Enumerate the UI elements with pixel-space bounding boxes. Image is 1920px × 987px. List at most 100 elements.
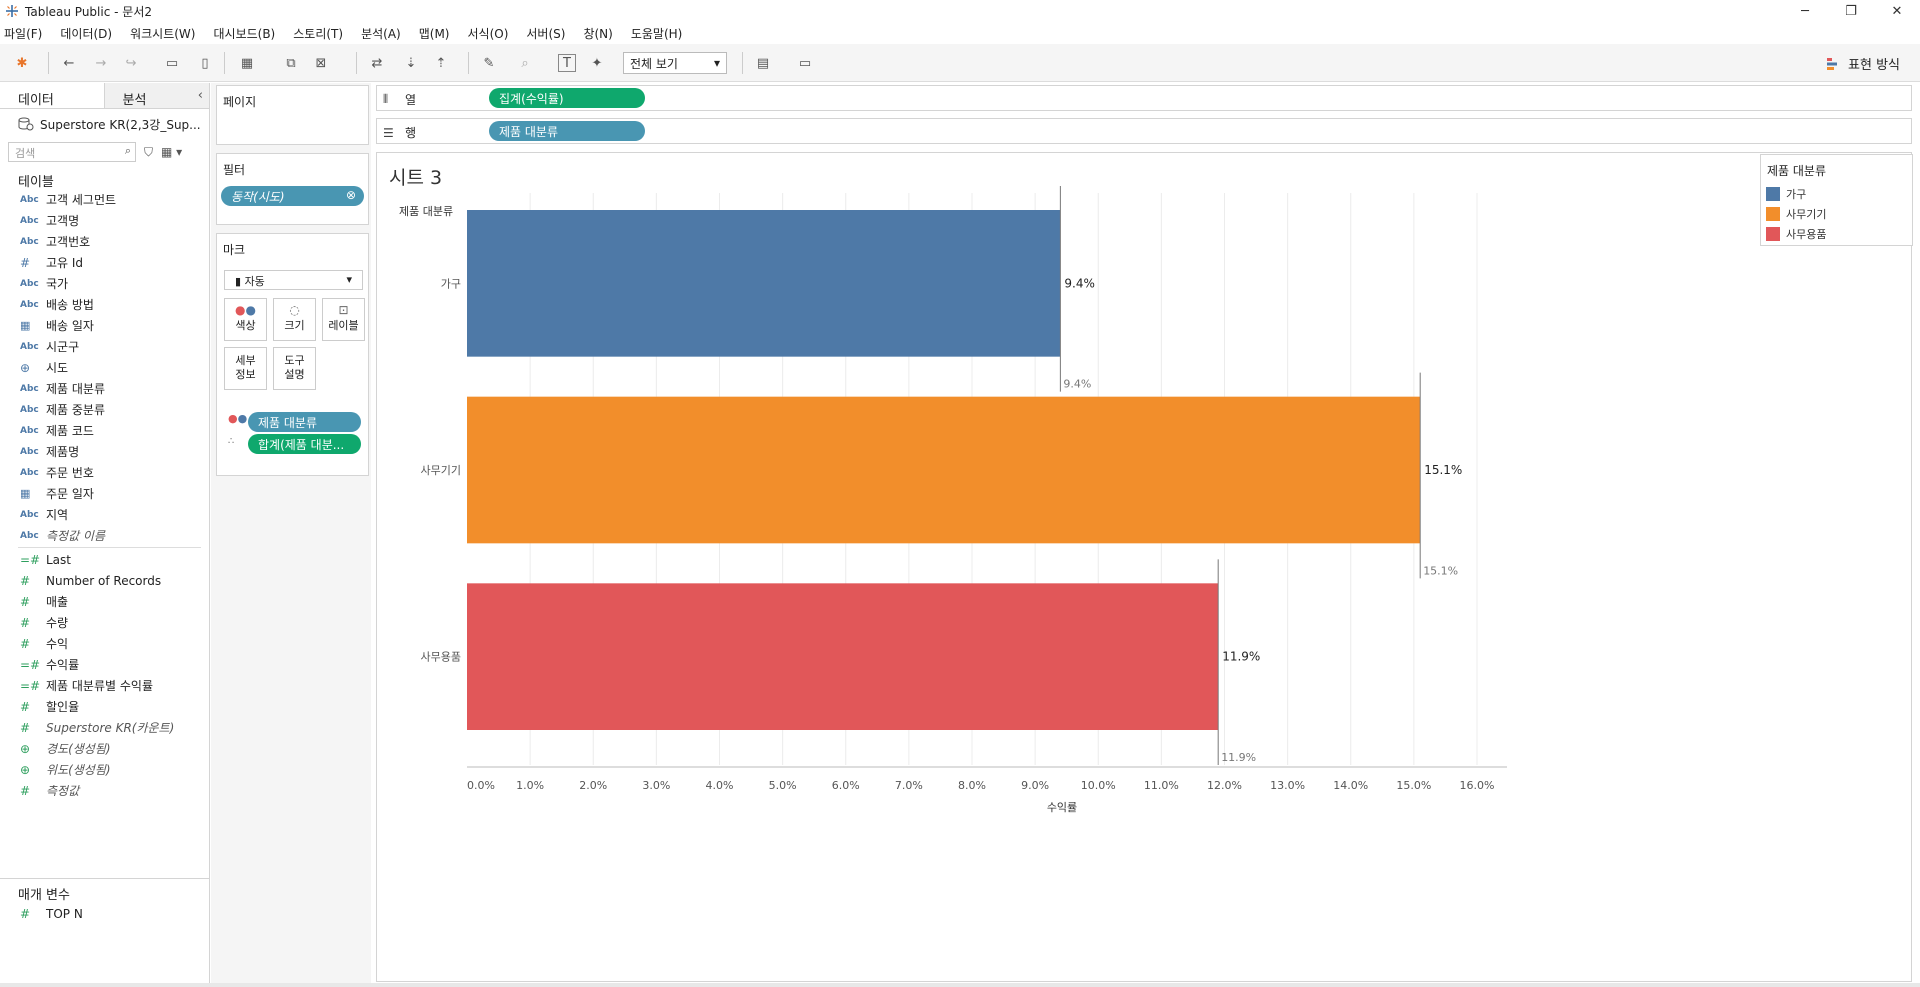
menu-window[interactable]: 창(N): [583, 26, 613, 41]
field-item[interactable]: ⊕ 위도(생성됨): [0, 759, 209, 780]
minimize-button[interactable]: ─: [1801, 3, 1809, 19]
field-search-input[interactable]: 검색 ⌕: [8, 142, 136, 162]
view-options-icon[interactable]: ▦ ▾: [161, 145, 183, 159]
redo-icon[interactable]: →: [95, 55, 107, 71]
swap-rows-columns-icon[interactable]: ⇄: [371, 55, 383, 71]
field-item[interactable]: # 매출: [0, 591, 209, 612]
fit-select-value: 전체 보기: [630, 56, 678, 71]
undo-icon[interactable]: ←: [63, 55, 75, 71]
menu-format[interactable]: 서식(O): [467, 26, 509, 41]
field-item[interactable]: ⊕ 시도: [0, 357, 209, 378]
field-item[interactable]: # TOP N: [0, 903, 209, 924]
tab-analytics[interactable]: 분석: [104, 83, 209, 108]
group-members-icon[interactable]: ⌕: [521, 55, 529, 71]
legend-swatch: [1766, 187, 1780, 201]
field-item[interactable]: # 할인율: [0, 696, 209, 717]
detail-button[interactable]: 세부 정보: [224, 347, 267, 390]
rows-pill[interactable]: 제품 대분류: [489, 121, 645, 141]
field-item[interactable]: Abc 고객 세그먼트: [0, 189, 209, 210]
field-item[interactable]: Abc 고객번호: [0, 231, 209, 252]
field-item[interactable]: # Number of Records: [0, 570, 209, 591]
menu-file[interactable]: 파일(F): [4, 26, 43, 41]
tableau-home-icon[interactable]: ✱: [16, 55, 28, 71]
duplicate-sheet-icon[interactable]: ⧉: [286, 55, 296, 71]
field-item[interactable]: Abc 주문 번호: [0, 462, 209, 483]
pages-card[interactable]: 페이지: [216, 85, 369, 145]
filter-pill[interactable]: 동작(시도) ⊗: [221, 186, 364, 206]
columns-shelf[interactable]: ⫴ 열 집계(수익률): [376, 85, 1912, 111]
field-item[interactable]: Abc 시군구: [0, 336, 209, 357]
field-item[interactable]: Abc 제품 코드: [0, 420, 209, 441]
show-me-button[interactable]: 표현 방식: [1826, 54, 1900, 73]
field-item[interactable]: # 수량: [0, 612, 209, 633]
legend-item[interactable]: 사무용품: [1761, 224, 1912, 244]
number-type-icon: #: [20, 636, 31, 651]
field-item[interactable]: =# 수익률: [0, 654, 209, 675]
mark-type-select[interactable]: ▮ 자동 ▾: [224, 270, 363, 290]
bar-2[interactable]: [467, 583, 1219, 730]
new-worksheet-icon[interactable]: ▦: [240, 55, 254, 71]
label-label: 레이블: [328, 319, 359, 332]
restore-button[interactable]: ❐: [1845, 3, 1857, 19]
tab-data[interactable]: 데이터: [0, 83, 105, 108]
bar-0[interactable]: [467, 210, 1061, 357]
field-item[interactable]: ▦ 배송 일자: [0, 315, 209, 336]
save-icon[interactable]: ▭: [165, 55, 179, 71]
field-item[interactable]: Abc 측정값 이름: [0, 525, 209, 546]
sort-descending-icon[interactable]: ⇡: [435, 55, 447, 71]
legend-item[interactable]: 가구: [1761, 184, 1912, 204]
replay-icon[interactable]: ↪: [125, 55, 137, 71]
new-datasource-icon[interactable]: ▯: [201, 55, 209, 71]
field-item[interactable]: Abc 제품 중분류: [0, 399, 209, 420]
field-item[interactable]: # 수익: [0, 633, 209, 654]
menu-story[interactable]: 스토리(T): [293, 26, 344, 41]
field-item[interactable]: Abc 고객명: [0, 210, 209, 231]
field-item[interactable]: =# Last: [0, 549, 209, 570]
field-item[interactable]: Abc 배송 방법: [0, 294, 209, 315]
clear-sheet-icon[interactable]: ⊠: [315, 55, 327, 71]
field-item[interactable]: Abc 국가: [0, 273, 209, 294]
show-cards-icon[interactable]: ▤: [756, 55, 770, 71]
highlight-icon[interactable]: ✎: [483, 55, 495, 71]
field-item[interactable]: Abc 제품명: [0, 441, 209, 462]
collapse-pane-icon[interactable]: ‹: [197, 88, 203, 103]
field-item[interactable]: # 고유 Id: [0, 252, 209, 273]
menu-help[interactable]: 도움말(H): [630, 26, 683, 41]
size-button[interactable]: ◌ 크기: [273, 298, 316, 341]
size-icon: ◌: [289, 303, 300, 317]
field-item[interactable]: Abc 지역: [0, 504, 209, 525]
menu-server[interactable]: 서버(S): [526, 26, 566, 41]
menu-analysis[interactable]: 분석(A): [361, 26, 401, 41]
legend-item[interactable]: 사무기기: [1761, 204, 1912, 224]
sort-ascending-icon[interactable]: ⇣: [405, 55, 417, 71]
tooltip-button[interactable]: 도구 설명: [273, 347, 316, 390]
fix-axes-icon[interactable]: ✦: [591, 55, 603, 71]
filters-card[interactable]: 필터 동작(시도) ⊗: [216, 153, 369, 225]
filter-icon[interactable]: ⛉: [144, 144, 154, 159]
presentation-mode-icon[interactable]: ▭: [798, 55, 812, 71]
columns-pill[interactable]: 집계(수익률): [489, 88, 645, 108]
field-item[interactable]: # Superstore KR(카운트): [0, 717, 209, 738]
field-item[interactable]: ⊕ 경도(생성됨): [0, 738, 209, 759]
datasource-item[interactable]: Superstore KR(2,3강_Sup...: [0, 109, 209, 139]
color-button[interactable]: ●● 색상: [224, 298, 267, 341]
menu-worksheet[interactable]: 워크시트(W): [130, 26, 196, 41]
field-item[interactable]: Abc 제품 대분류: [0, 378, 209, 399]
mark-pill-color[interactable]: 제품 대분류: [248, 412, 361, 432]
close-button[interactable]: ✕: [1891, 3, 1903, 19]
menu-dashboard[interactable]: 대시보드(B): [213, 26, 276, 41]
filters-title: 필터: [223, 163, 246, 177]
mark-pill-detail[interactable]: 합계(제품 대분...: [248, 434, 361, 454]
field-name: 고객 세그먼트: [46, 193, 117, 207]
bar-chart[interactable]: 제품 대분류 9.4% 9.4% 가구 15.1% 15.1% 사무기기 11.9% 11.9%…: [377, 153, 1913, 983]
rows-shelf[interactable]: ☰ 행 제품 대분류: [376, 118, 1912, 144]
label-button[interactable]: ⊡ 레이블: [322, 298, 365, 341]
menu-map[interactable]: 맵(M): [418, 26, 450, 41]
show-mark-labels-icon[interactable]: T: [558, 54, 576, 72]
field-item[interactable]: ▦ 주문 일자: [0, 483, 209, 504]
fit-select[interactable]: 전체 보기 ▾: [623, 52, 727, 74]
field-item[interactable]: # 측정값: [0, 780, 209, 801]
bar-1[interactable]: [467, 396, 1421, 544]
menu-data[interactable]: 데이터(D): [60, 26, 113, 41]
field-item[interactable]: =# 제품 대분류별 수익률: [0, 675, 209, 696]
